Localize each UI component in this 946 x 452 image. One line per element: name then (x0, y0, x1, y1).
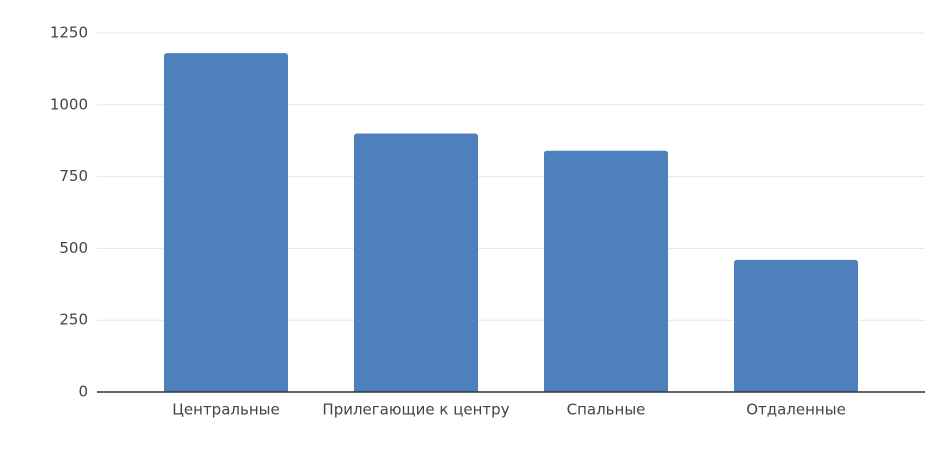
bar (354, 133, 478, 392)
x-tick-label: Центральные (172, 401, 279, 419)
x-tick-label: Отдаленные (746, 401, 846, 419)
bar (734, 259, 858, 392)
x-tick-label: Прилегающие к центру (322, 401, 509, 419)
y-tick-label: 500 (59, 239, 88, 257)
bar (544, 150, 668, 392)
y-tick-label: 750 (59, 167, 88, 185)
y-tick-label: 250 (59, 311, 88, 329)
bar (164, 53, 288, 392)
y-tick-label: 1250 (50, 24, 88, 42)
y-tick-label: 0 (78, 383, 88, 401)
x-tick-label: Спальные (567, 401, 646, 419)
y-tick-label: 1000 (50, 95, 88, 113)
